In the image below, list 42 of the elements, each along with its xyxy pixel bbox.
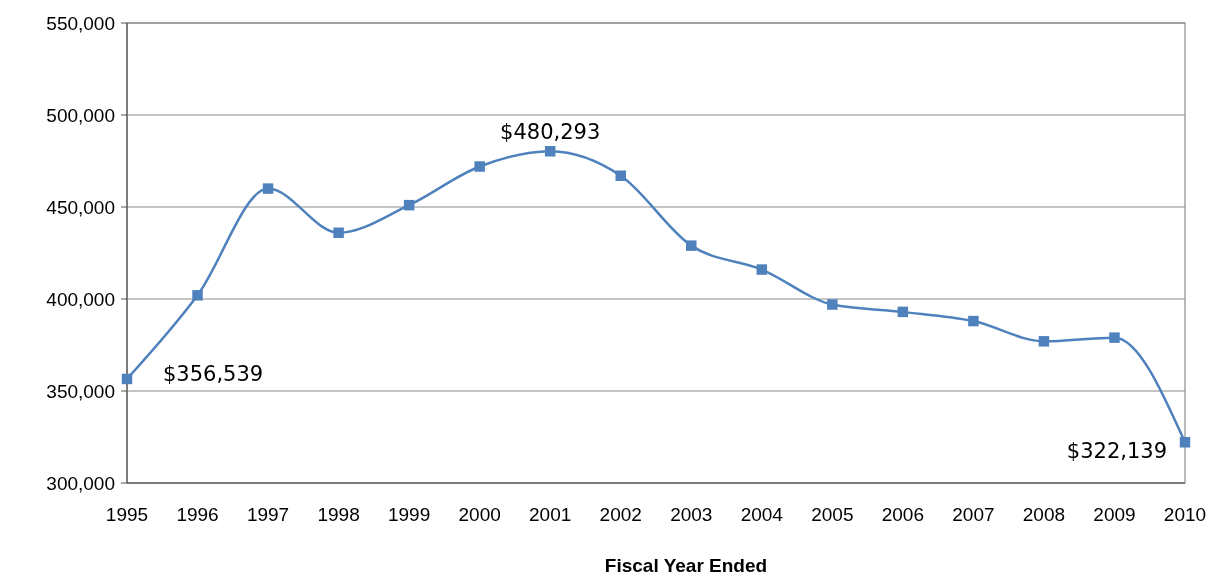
point — [1109, 332, 1120, 343]
y-tick-label: 350,000 — [46, 380, 115, 402]
x-tick-label: 2008 — [1022, 504, 1066, 525]
point — [1179, 437, 1191, 448]
y-tick-label: 500,000 — [46, 104, 115, 126]
point — [333, 227, 344, 238]
x-axis-title: Fiscal Year Ended — [604, 555, 768, 576]
x-tick-label: 2007 — [952, 504, 995, 525]
x-tick-label: 1995 — [105, 504, 149, 525]
point — [968, 315, 979, 327]
point — [897, 306, 909, 318]
point — [686, 240, 697, 251]
x-tick-label: 1996 — [176, 504, 219, 525]
x-tick-label: 2003 — [670, 504, 713, 525]
point — [615, 170, 626, 181]
point — [403, 199, 415, 211]
y-tick-label: 550,000 — [46, 12, 115, 34]
x-tick-label: 1998 — [317, 504, 360, 525]
point — [262, 183, 274, 194]
point — [1038, 336, 1050, 347]
x-tick-label: 2006 — [881, 504, 925, 525]
x-tick-label: 2010 — [1163, 504, 1207, 525]
x-tick-label: 2009 — [1093, 504, 1136, 525]
x-tick-label: 2004 — [740, 504, 784, 525]
point — [192, 290, 203, 301]
data-label: $356,539 — [163, 361, 264, 386]
point — [474, 161, 485, 172]
x-tick-label: 1999 — [387, 504, 431, 525]
x-tick-label: 1997 — [246, 504, 290, 525]
y-tick-label: 450,000 — [46, 196, 115, 218]
point — [827, 299, 838, 310]
y-tick-label: 300,000 — [46, 472, 115, 494]
data-label: $322,139 — [1066, 439, 1167, 464]
point — [756, 264, 768, 275]
point — [544, 146, 556, 157]
x-tick-label: 2002 — [599, 504, 642, 525]
x-tick-label: 2001 — [529, 504, 572, 525]
data-label: $480,293 — [500, 120, 601, 145]
x-tick-label: 2005 — [811, 504, 854, 525]
point — [121, 373, 133, 385]
x-tick-label: 2000 — [458, 504, 501, 525]
y-tick-label: 400,000 — [46, 288, 115, 310]
